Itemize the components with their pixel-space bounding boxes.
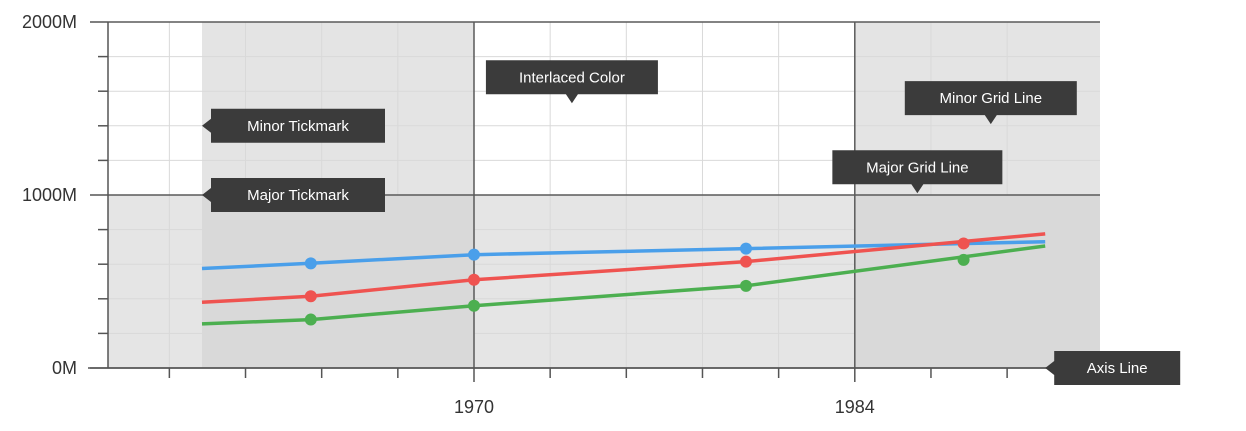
- annotation-label: Major Tickmark: [247, 187, 349, 204]
- annotation-label: Minor Grid Line: [940, 90, 1043, 107]
- x-tick-label: 1984: [835, 397, 875, 417]
- series-point-0: [304, 257, 317, 270]
- annotation-callout-box: [832, 150, 1003, 194]
- series-point-1: [957, 237, 970, 250]
- series-point-1: [468, 273, 480, 286]
- y-tick-label: 1000M: [22, 185, 77, 205]
- y-tick-label: 0M: [52, 358, 77, 378]
- annotation-callout-box: [202, 178, 385, 212]
- annotation-label: Major Grid Line: [866, 159, 969, 176]
- interlaced-band-y-0: [108, 195, 1100, 368]
- series-point-1: [740, 255, 752, 268]
- annotation-label: Axis Line: [1087, 360, 1148, 377]
- annotation-callout-box: [1045, 351, 1181, 385]
- series-point-1: [304, 290, 317, 303]
- annotation-label: Minor Tickmark: [247, 118, 349, 135]
- annotation-label: Interlaced Color: [519, 69, 625, 86]
- annotation-callout-box: [202, 108, 385, 143]
- annotation-callout-box: [485, 60, 658, 104]
- series-point-2: [304, 313, 317, 326]
- y-tick-label: 2000M: [22, 12, 77, 32]
- series-point-2: [468, 299, 480, 312]
- series-point-2: [957, 253, 970, 266]
- annotation-callout-box: [904, 81, 1077, 125]
- x-tick-label: 1970: [454, 397, 494, 417]
- series-point-2: [740, 279, 752, 292]
- series-point-0: [468, 248, 480, 261]
- series-point-0: [740, 242, 752, 255]
